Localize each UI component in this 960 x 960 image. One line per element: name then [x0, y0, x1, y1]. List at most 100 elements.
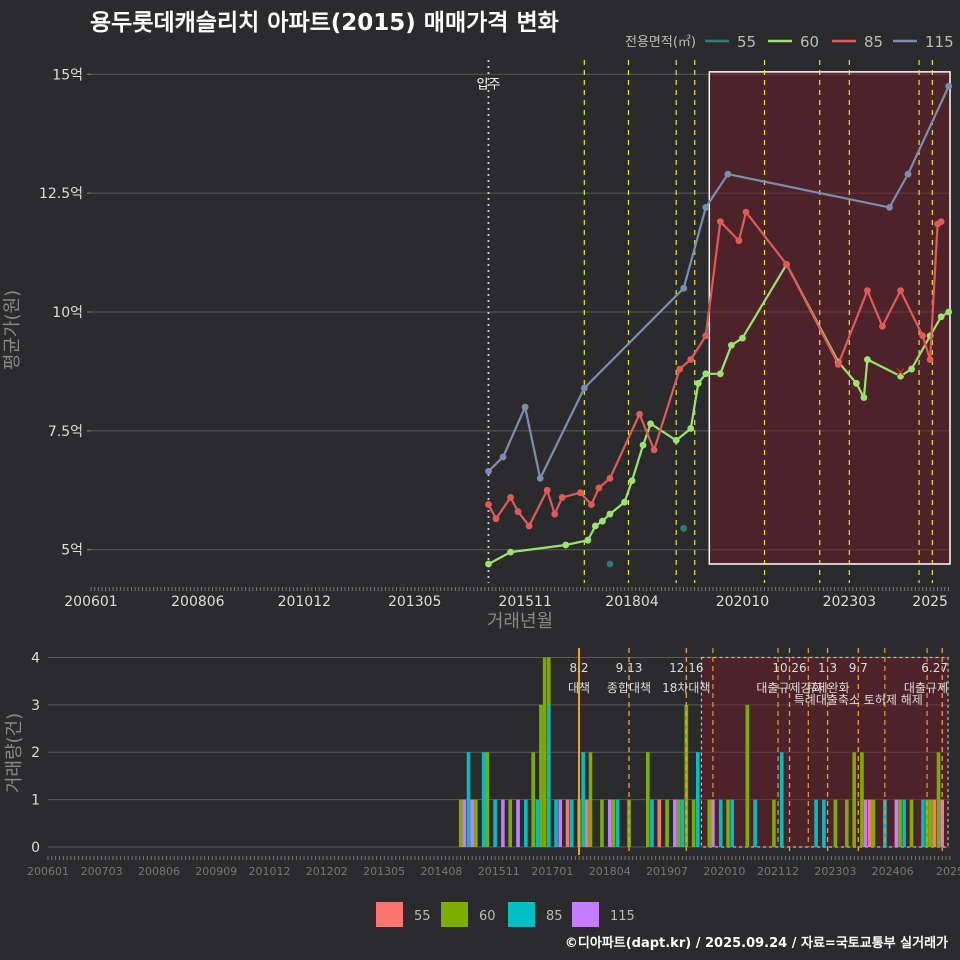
top-y-tick-label-3: 12.5억: [39, 186, 83, 202]
bar-60-23: [845, 799, 849, 847]
point-115-1: [499, 453, 507, 461]
policy-date-3: 10.26: [772, 661, 806, 675]
bar-85-13: [718, 799, 723, 847]
bar-115-5: [607, 799, 612, 847]
point-60-27: [945, 308, 953, 316]
top-x-tick-label-4: 201511: [498, 594, 551, 610]
series-line-60: [487, 263, 950, 565]
top-x-tick-label-5: 201804: [605, 594, 659, 610]
annotation-0: 입주: [477, 78, 501, 93]
point-85-20: [783, 261, 790, 268]
policy-label-6: 대출규제: [904, 681, 948, 695]
bottom-y-tick-label-1: 1: [31, 793, 40, 809]
point-60-3: [584, 536, 592, 544]
top-y-tick-label-1: 7.5억: [48, 424, 83, 440]
point-85-21: [834, 360, 842, 368]
point-60-17: [739, 334, 746, 342]
bar-85-9: [615, 799, 620, 847]
point-60-12: [687, 425, 695, 432]
bar-85-5: [546, 704, 551, 847]
point-115-4: [580, 384, 588, 392]
legend-label-85: 85: [864, 33, 883, 51]
top-highlight-rect: [708, 71, 951, 565]
bottom-x-tick-label-13: 202112: [757, 865, 799, 878]
point-85-7: [558, 494, 566, 501]
point-60-4: [591, 522, 599, 530]
point-85-0: [485, 501, 492, 508]
bar-85-18: [822, 799, 826, 847]
bar-85-1: [481, 752, 486, 847]
bottom-legend-label-115: 115: [610, 909, 635, 924]
point-85-1: [492, 515, 500, 523]
bar-115-8: [863, 799, 868, 847]
bar-60-20: [745, 704, 750, 847]
bottom-legend-label-60: 60: [479, 909, 496, 924]
top-x-minor-ticks: [90, 587, 949, 591]
bar-85-8: [581, 752, 585, 847]
bottom-x-tick-label-8: 201511: [478, 865, 520, 878]
top-legend: 55 60 85 115: [705, 33, 954, 51]
bar-60-19: [726, 799, 730, 847]
bottom-x-minor-ticks: [47, 856, 951, 860]
point-60-26: [937, 313, 945, 321]
point-60-21: [860, 394, 868, 401]
point-55-1: [680, 524, 688, 532]
footer-credit: ©디아파트(dapt.kr) / 2025.09.24 / 자료=국토교통부 실…: [565, 935, 948, 951]
policy-label-2: 18차대책: [662, 680, 710, 695]
point-85-23: [879, 322, 886, 330]
point-60-24: [908, 365, 915, 373]
bar-115-9: [894, 799, 899, 847]
bottom-x-tick-label-6: 201305: [363, 865, 405, 878]
bar-115-1: [470, 799, 474, 847]
bar-55-4: [932, 799, 937, 847]
bar-85-10: [650, 799, 654, 847]
bar-60-24: [852, 752, 856, 847]
bar-115-6: [673, 799, 677, 847]
top-series: [485, 82, 953, 568]
bar-55-1: [585, 799, 589, 847]
point-115-0: [485, 467, 492, 475]
point-60-10: [647, 420, 654, 428]
bottom-y-tick-label-0: 0: [31, 840, 40, 856]
bar-60-13: [646, 752, 650, 847]
bar-85-17: [814, 799, 818, 847]
point-85-6: [551, 510, 559, 518]
point-60-23: [897, 372, 904, 380]
point-60-11: [672, 436, 680, 444]
point-85-22: [864, 287, 871, 294]
bar-60-30: [928, 799, 933, 847]
top-axes: 5억 7.5억 10억 12.5억 15억 200601 200806 201012 20130…: [39, 67, 949, 610]
bar-60-9: [588, 752, 593, 847]
bottom-y-tick-label-3: 3: [31, 698, 40, 714]
bar-60-14: [665, 799, 669, 847]
point-85-16: [702, 332, 710, 340]
legend-label-55: 55: [737, 33, 756, 51]
point-60-14: [702, 370, 710, 378]
point-115-8: [886, 203, 893, 211]
bar-60-11: [611, 799, 616, 847]
point-85-13: [650, 446, 658, 454]
policy-label-3: 대출규제강화: [756, 681, 822, 695]
point-85-25: [919, 332, 927, 340]
bar-85-0: [466, 752, 471, 847]
bar-55-3: [867, 799, 872, 847]
bottom-x-tick-label-5: 201202: [306, 865, 348, 878]
point-85-24: [897, 287, 904, 294]
annotation-1: ×: [895, 364, 907, 380]
bottom-x-tick-label-7: 201408: [420, 865, 462, 878]
bottom-x-tick-label-4: 201012: [248, 865, 290, 878]
point-60-13: [694, 379, 702, 387]
bar-60-5: [539, 704, 543, 847]
bar-60-2: [485, 752, 490, 847]
bar-60-17: [691, 799, 696, 847]
point-115-5: [680, 284, 688, 292]
bar-85-16: [779, 752, 784, 847]
bottom-x-tick-label-11: 201907: [646, 865, 688, 878]
policy-label-5: 특례대출축소 토허제 해제: [794, 693, 923, 707]
bottom-x-tick-label-16: 2025: [936, 865, 960, 878]
point-60-15: [716, 370, 724, 378]
point-60-2: [562, 541, 570, 549]
point-85-26: [926, 356, 934, 363]
chart-title: 용두롯데캐슬리치 아파트(2015) 매매가격 변화: [90, 10, 559, 36]
bar-60-27: [898, 799, 902, 847]
